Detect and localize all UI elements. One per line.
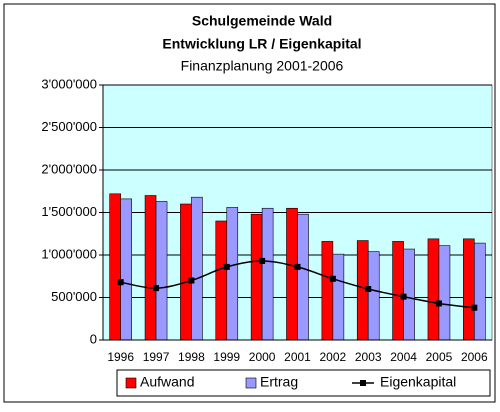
- legend-label: Aufwand: [140, 374, 194, 390]
- legend-swatch: [245, 377, 257, 389]
- chart-title: Entwicklung LR / Eigenkapital: [162, 36, 361, 52]
- line-marker: [259, 257, 266, 264]
- legend-box: [116, 369, 491, 397]
- line-marker: [294, 263, 301, 270]
- line-marker: [188, 277, 195, 284]
- x-tick-label: 1997: [143, 350, 170, 364]
- bar: [321, 241, 334, 341]
- y-tick-label: 3'000'000: [41, 76, 97, 91]
- bar: [474, 242, 486, 341]
- x-tick-label: 2002: [320, 350, 347, 364]
- bar: [144, 195, 157, 341]
- line-marker: [365, 286, 372, 292]
- line-marker: [329, 275, 336, 282]
- bar: [109, 193, 121, 341]
- legend-swatch: [125, 377, 137, 389]
- x-tick-label: 2006: [461, 350, 488, 364]
- line-marker: [435, 300, 442, 307]
- bar: [286, 207, 298, 341]
- legend-swatch: [360, 380, 366, 386]
- x-tick-label: 1998: [178, 350, 205, 364]
- line-marker: [400, 293, 407, 300]
- bar: [180, 203, 192, 341]
- line-marker: [153, 285, 160, 292]
- y-tick-label: 500'000: [51, 289, 97, 304]
- x-tick-label: 2001: [284, 350, 311, 364]
- bar: [250, 213, 263, 341]
- bar: [367, 251, 380, 341]
- bar: [438, 245, 451, 341]
- bar: [155, 201, 168, 341]
- bar: [215, 220, 228, 341]
- bar: [332, 253, 345, 341]
- bar: [261, 207, 274, 341]
- bar: [226, 207, 239, 341]
- line-marker: [223, 263, 230, 270]
- x-tick-label: 1996: [107, 350, 134, 364]
- bar: [392, 241, 404, 341]
- legend-label: Eigenkapital: [380, 374, 456, 390]
- y-tick-label: 1'000'000: [41, 246, 97, 261]
- bar: [120, 198, 132, 341]
- bar: [297, 213, 309, 341]
- x-tick-label: 2003: [355, 350, 382, 364]
- legend-label: Ertrag: [260, 374, 298, 390]
- line-marker: [117, 279, 124, 286]
- y-tick-label: 2'500'000: [41, 119, 97, 134]
- chart-title: Schulgemeinde Wald: [192, 13, 332, 29]
- x-tick-label: 1999: [213, 350, 240, 364]
- chart-subtitle: Finanzplanung 2001-2006: [181, 58, 344, 74]
- x-tick-label: 2005: [426, 350, 453, 364]
- bar: [463, 238, 475, 341]
- x-tick-label: 2000: [249, 350, 276, 364]
- y-tick-label: 2'000'000: [41, 161, 97, 176]
- line-marker: [471, 304, 478, 311]
- y-tick-label: 1'500'000: [41, 204, 97, 219]
- x-tick-label: 2004: [390, 350, 417, 364]
- bar: [191, 196, 203, 341]
- bar: [427, 238, 440, 341]
- y-tick-label: 0: [90, 331, 97, 346]
